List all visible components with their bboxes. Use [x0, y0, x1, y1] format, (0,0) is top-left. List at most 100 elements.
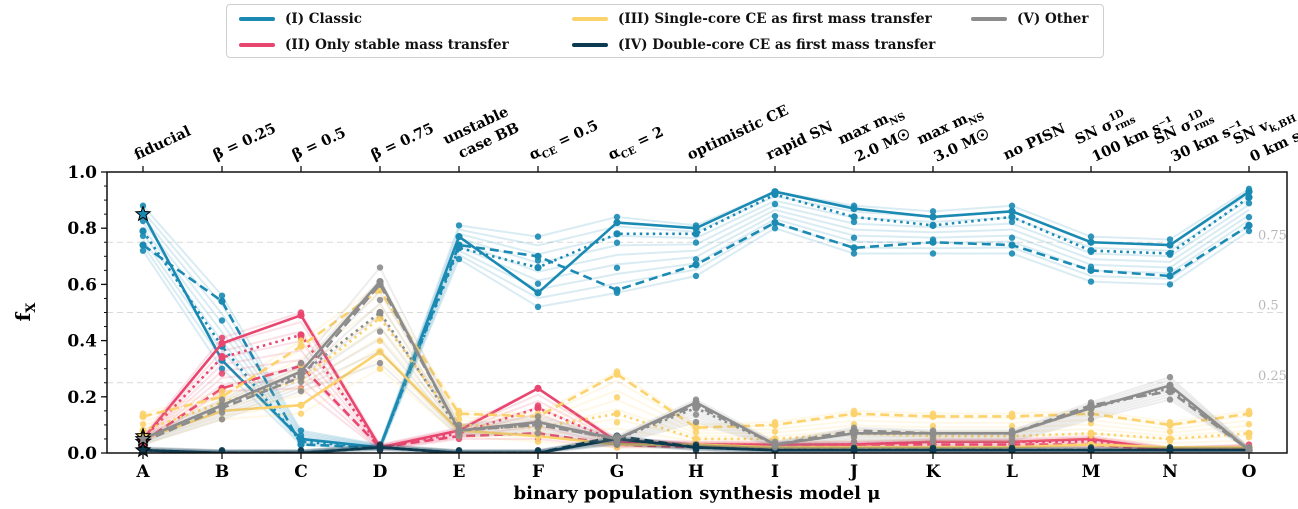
data-point	[1008, 213, 1016, 221]
model-label-tail: = 2	[630, 123, 666, 152]
model-label-tail: = 0.5	[551, 117, 601, 152]
data-point	[692, 429, 700, 436]
data-point	[297, 387, 305, 395]
data-point	[139, 227, 147, 235]
star-marker	[134, 430, 152, 447]
y-tick-label: 0.0	[67, 444, 97, 464]
x-tick-label: G	[610, 462, 625, 482]
data-point	[1008, 202, 1016, 209]
x-tick-label: F	[532, 462, 544, 482]
data-point	[692, 418, 700, 426]
data-point	[1166, 446, 1174, 453]
x-tick-label: H	[688, 462, 704, 482]
legend-label-other: (V) Other	[1017, 11, 1089, 27]
x-tick-label: K	[926, 462, 942, 482]
series-dotted-line	[142, 333, 1250, 452]
data-point	[613, 394, 621, 401]
data-point	[139, 241, 147, 249]
data-point	[1245, 446, 1253, 453]
x-tick-label: M	[1082, 462, 1101, 482]
data-point	[850, 410, 858, 418]
data-point	[139, 232, 147, 240]
model-label: SN vk,BH0 km s⁻¹	[1230, 101, 1298, 169]
data-point	[692, 443, 700, 451]
data-point	[218, 353, 226, 362]
data-point	[297, 337, 305, 344]
data-point	[771, 200, 779, 208]
data-point	[1245, 213, 1253, 221]
data-point	[613, 435, 621, 443]
data-point	[297, 427, 305, 434]
data-point	[455, 222, 463, 229]
data-point	[218, 370, 226, 377]
data-point	[1008, 207, 1016, 215]
data-point	[218, 416, 226, 423]
data-point	[376, 296, 384, 304]
data-point	[1166, 396, 1174, 403]
data-point	[1166, 373, 1174, 381]
data-point	[1245, 429, 1253, 437]
data-point	[376, 348, 384, 356]
data-point	[455, 233, 463, 241]
data-point	[534, 404, 542, 412]
data-point	[850, 234, 858, 241]
data-point	[1166, 241, 1174, 249]
data-point	[929, 250, 937, 257]
x-tick-label: N	[1162, 462, 1178, 482]
model-label-text: fiducial	[132, 122, 194, 163]
legend-swatch-other	[971, 17, 1007, 21]
legend-label-single-core: (III) Single-core CE as first mass trans…	[618, 11, 932, 27]
data-point	[1245, 227, 1253, 235]
data-point	[218, 365, 226, 372]
legend-swatch-classic	[239, 17, 275, 21]
data-point	[850, 244, 858, 252]
data-point	[850, 250, 858, 257]
data-point	[613, 213, 621, 221]
star-marker	[134, 205, 152, 222]
data-point	[929, 213, 937, 221]
data-point	[218, 339, 226, 348]
data-point	[534, 303, 542, 311]
legend-swatch-double-core	[572, 43, 608, 47]
data-point	[1166, 249, 1174, 258]
data-point	[1245, 221, 1253, 229]
data-point	[218, 334, 226, 341]
data-point	[850, 218, 858, 226]
data-point	[613, 370, 621, 378]
data-point	[1008, 218, 1016, 226]
model-label: max mNS2.0 M☉	[835, 103, 915, 169]
data-point	[534, 449, 542, 453]
data-point	[692, 261, 700, 269]
data-point	[850, 438, 858, 445]
x-tick-label: L	[1006, 462, 1018, 482]
data-point	[1008, 412, 1016, 421]
x-tick-label: O	[1242, 462, 1257, 482]
data-point	[850, 213, 858, 221]
data-point	[1008, 250, 1016, 257]
model-label: no PISN	[1001, 120, 1069, 164]
data-point	[376, 264, 384, 271]
data-point	[692, 404, 700, 412]
x-tick-label: E	[453, 462, 466, 482]
legend-label-stable: (II) Only stable mass transfer	[285, 37, 509, 53]
model-label-text: β = 0.25	[211, 120, 279, 164]
data-point	[613, 286, 621, 294]
data-point	[376, 328, 384, 335]
y-tick-label: 0.6	[67, 275, 97, 295]
series-dotted-line	[141, 193, 1250, 449]
x-tick-label: C	[294, 462, 308, 482]
data-point	[1087, 416, 1095, 423]
model-label-text: β = 0.75	[369, 120, 437, 164]
data-point	[1245, 199, 1253, 207]
data-point	[613, 239, 621, 246]
data-point	[1087, 278, 1095, 285]
series-v-other	[139, 264, 1253, 453]
x-tick-label: I	[771, 462, 779, 482]
data-point	[692, 435, 700, 443]
data-point	[850, 446, 858, 453]
data-point	[218, 401, 226, 409]
data-point	[1245, 188, 1253, 196]
legend-item-other: (V) Other	[971, 11, 1088, 27]
data-point	[297, 311, 305, 319]
x-tick-label: B	[215, 462, 229, 482]
